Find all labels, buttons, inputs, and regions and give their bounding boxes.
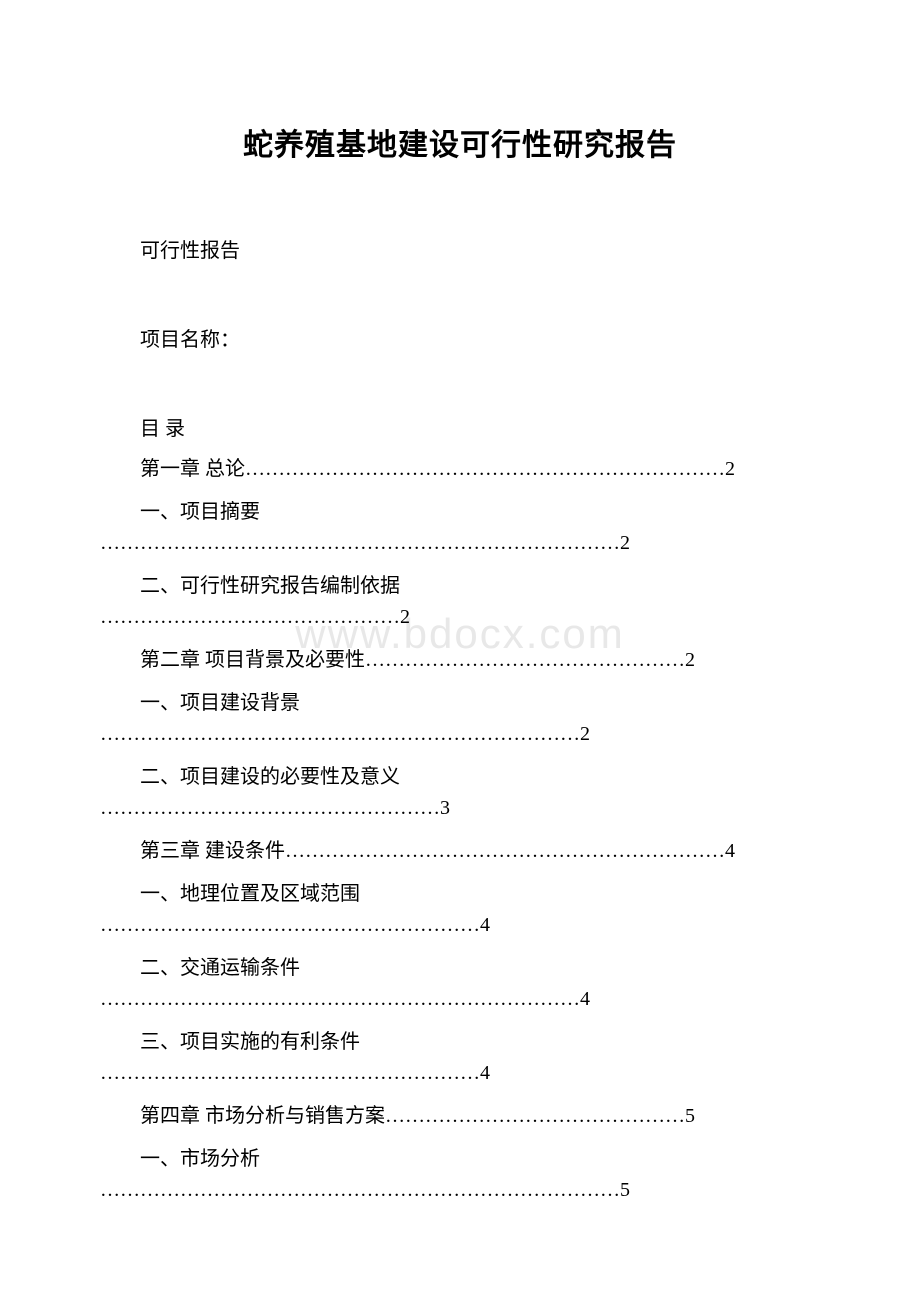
- toc-dots: …………………………………………………: [100, 1062, 480, 1084]
- toc-entry-continuation: ………………………………………………………………2: [100, 720, 820, 749]
- toc-page-number: 2: [620, 532, 630, 554]
- toc-entry: 一、地理位置及区域范围: [100, 880, 820, 909]
- toc-entry: 二、交通运输条件: [100, 954, 820, 983]
- toc-entry-continuation: ………………………………………2: [100, 603, 820, 632]
- toc-entry-text: 二、项目建设的必要性及意义: [140, 766, 400, 788]
- toc-page-number: 5: [685, 1105, 695, 1127]
- toc-dots: ……………………………………………………………………: [100, 1179, 620, 1201]
- toc-entry-text: 二、交通运输条件: [140, 957, 300, 979]
- toc-page-number: 4: [580, 988, 590, 1010]
- toc-entry-text: 一、地理位置及区域范围: [140, 883, 360, 905]
- table-of-contents: 第一章 总论………………………………………………………………2一、项目摘要…………: [100, 455, 820, 1205]
- toc-entry: 第二章 项目背景及必要性…………………………………………2: [100, 646, 820, 675]
- toc-heading: 目 录: [100, 412, 820, 441]
- toc-entry-text: 二、可行性研究报告编制依据: [140, 575, 400, 597]
- toc-entry-text: 第三章 建设条件: [140, 840, 285, 862]
- toc-page-number: 5: [620, 1179, 630, 1201]
- toc-entry: 二、可行性研究报告编制依据: [100, 572, 820, 601]
- toc-entry: 一、市场分析: [100, 1145, 820, 1174]
- toc-entry: 三、项目实施的有利条件: [100, 1028, 820, 1057]
- toc-entry: 一、项目建设背景: [100, 689, 820, 718]
- document-page: 蛇养殖基地建设可行性研究报告 可行性报告 项目名称： 目 录 第一章 总论…………: [0, 0, 920, 1279]
- toc-dots: ……………………………………………: [100, 797, 440, 819]
- toc-entry-text: 第一章 总论: [140, 458, 245, 480]
- toc-entry: 第三章 建设条件…………………………………………………………4: [100, 837, 820, 866]
- toc-entry: 二、项目建设的必要性及意义: [100, 763, 820, 792]
- toc-page-number: 2: [400, 606, 410, 628]
- toc-entry-continuation: ……………………………………………………………………5: [100, 1176, 820, 1205]
- toc-dots: …………………………………………: [365, 649, 685, 671]
- toc-entry-continuation: ……………………………………………3: [100, 794, 820, 823]
- toc-page-number: 2: [685, 649, 695, 671]
- toc-entry-text: 三、项目实施的有利条件: [140, 1031, 360, 1053]
- toc-page-number: 3: [440, 797, 450, 819]
- toc-dots: ………………………………………………………………: [245, 458, 725, 480]
- project-name-label: 项目名称：: [100, 323, 820, 352]
- toc-dots: ………………………………………………………………: [100, 723, 580, 745]
- toc-page-number: 2: [725, 458, 735, 480]
- toc-entry-text: 一、项目建设背景: [140, 692, 300, 714]
- toc-entry: 第一章 总论………………………………………………………………2: [100, 455, 820, 484]
- toc-dots: ……………………………………………………………………: [100, 532, 620, 554]
- toc-dots: ………………………………………: [100, 606, 400, 628]
- toc-entry-continuation: ……………………………………………………………………2: [100, 529, 820, 558]
- document-title: 蛇养殖基地建设可行性研究报告: [100, 120, 820, 164]
- document-subtitle: 可行性报告: [100, 234, 820, 263]
- toc-entry-text: 一、项目摘要: [140, 501, 260, 523]
- toc-dots: ………………………………………………………………: [100, 988, 580, 1010]
- toc-entry-continuation: …………………………………………………4: [100, 1059, 820, 1088]
- toc-entry-continuation: …………………………………………………4: [100, 911, 820, 940]
- toc-entry-continuation: ………………………………………………………………4: [100, 985, 820, 1014]
- toc-page-number: 4: [480, 1062, 490, 1084]
- toc-entry: 一、项目摘要: [100, 498, 820, 527]
- toc-dots: …………………………………………………: [100, 914, 480, 936]
- toc-dots: ………………………………………: [385, 1105, 685, 1127]
- toc-entry: 第四章 市场分析与销售方案………………………………………5: [100, 1102, 820, 1131]
- toc-entry-text: 一、市场分析: [140, 1148, 260, 1170]
- toc-dots: …………………………………………………………: [285, 840, 725, 862]
- toc-page-number: 4: [725, 840, 735, 862]
- toc-page-number: 2: [580, 723, 590, 745]
- toc-page-number: 4: [480, 914, 490, 936]
- toc-entry-text: 第四章 市场分析与销售方案: [140, 1105, 385, 1127]
- toc-entry-text: 第二章 项目背景及必要性: [140, 649, 365, 671]
